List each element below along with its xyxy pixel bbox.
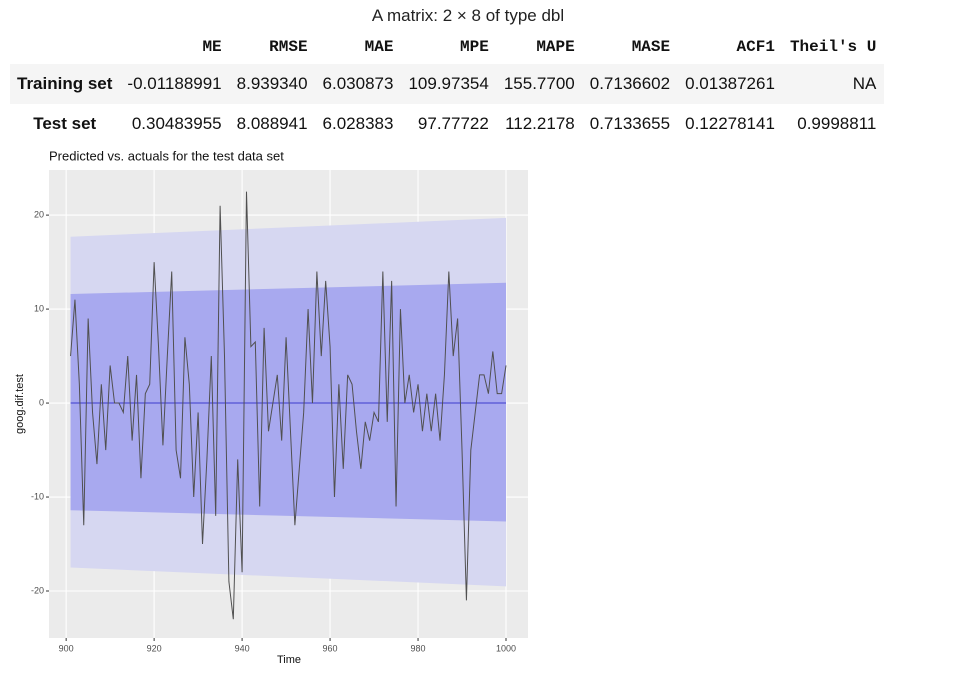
table-title: A matrix: 2 × 8 of type dbl — [371, 6, 565, 25]
cell: 8.088941 — [236, 114, 308, 133]
cell: 6.030873 — [322, 74, 394, 93]
x-tick-label: 920 — [147, 643, 162, 653]
cell: 8.939340 — [236, 74, 308, 93]
x-tick-label: 900 — [59, 643, 74, 653]
header-row: ME RMSE MAE MPE MAPE MASE ACF1 Theil's U — [10, 30, 884, 64]
column-header: ME — [202, 38, 222, 56]
column-header: MAPE — [536, 38, 575, 56]
table-row: Test set 0.30483955 8.088941 6.028383 97.777… — [10, 104, 884, 144]
cell: 0.7136602 — [589, 74, 671, 93]
x-tick-label: 980 — [411, 643, 426, 653]
cell: 0.9998811 — [797, 114, 877, 133]
y-tick-label: 0 — [39, 397, 44, 407]
y-tick-label: 20 — [34, 209, 44, 219]
x-tick-label: 940 — [235, 643, 250, 653]
row-header: Training set — [17, 74, 113, 93]
corner — [10, 30, 120, 64]
table: ME RMSE MAE MPE MAPE MASE ACF1 Theil's U Traini… — [10, 30, 885, 144]
y-tick-label: 10 — [34, 303, 44, 313]
x-axis-label: Time — [277, 654, 301, 666]
cell: 0.12278141 — [685, 114, 775, 133]
cell: 97.77722 — [417, 114, 489, 133]
chart-title: Predicted vs. actuals for the test data … — [49, 148, 284, 163]
prediction-band — [70, 282, 507, 522]
x-tick-label: 1000 — [496, 643, 516, 653]
column-header: MAE — [364, 38, 394, 56]
cell: 109.97354 — [408, 74, 489, 93]
cell: 0.30483955 — [131, 114, 222, 133]
cell: 6.028383 — [322, 114, 394, 133]
cell: 155.7700 — [503, 74, 575, 93]
column-header: ACF1 — [736, 38, 775, 56]
table-body: Training set -0.01188991 8.939340 6.030873 1… — [10, 64, 885, 144]
chart: Predicted vs. actuals for the test data … — [14, 148, 528, 666]
cell: -0.01188991 — [127, 74, 222, 93]
table-row: Training set -0.01188991 8.939340 6.030873 1… — [10, 64, 885, 104]
y-tick-label: -20 — [31, 585, 44, 595]
y-axis-label: goog.dif.test — [14, 374, 26, 434]
column-header: RMSE — [269, 38, 308, 56]
cell: 0.7133655 — [589, 114, 671, 133]
y-tick-label: -10 — [31, 491, 44, 501]
column-header: Theil's U — [789, 38, 877, 56]
column-header: MASE — [631, 38, 671, 56]
cell: NA — [852, 74, 877, 93]
x-tick-label: 960 — [323, 643, 338, 653]
cell: 0.01387261 — [685, 74, 775, 93]
column-header: MPE — [460, 38, 489, 56]
actual-line — [70, 191, 507, 620]
row-header: Test set — [33, 114, 97, 133]
cell: 112.2178 — [505, 114, 575, 133]
